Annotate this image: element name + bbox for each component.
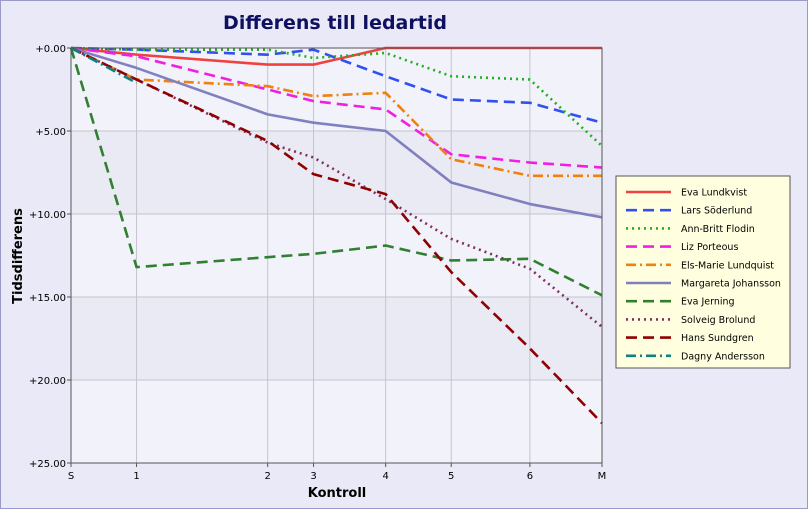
x-tick-label: 4 [382, 471, 388, 482]
series-line [70, 46, 603, 328]
x-tick-label: 6 [527, 471, 533, 482]
series-line [70, 46, 603, 169]
x-tick-label: 5 [448, 471, 454, 482]
legend-label: Hans Sundgren [681, 333, 754, 344]
plot-band [71, 297, 602, 380]
x-axis-title: Kontroll [308, 486, 367, 501]
legend-label: Eva Lundkvist [681, 188, 747, 199]
plot-band [71, 214, 602, 297]
series-line [70, 46, 603, 124]
series-line [70, 46, 603, 147]
x-tick-label: M [598, 471, 607, 482]
legend-label: Dagny Andersson [681, 351, 765, 362]
series-line [69, 47, 603, 297]
series-line [70, 46, 603, 425]
series-line [70, 46, 138, 85]
legend-label: Eva Jerning [681, 297, 735, 308]
y-axis-title: Tidsdifferens [11, 208, 26, 304]
legend: Eva Lundkvist Lars Söderlund Ann-Britt Flo… [615, 175, 791, 369]
plot-border [70, 47, 603, 464]
axes: +0.00 +5.00 +10.00 +15.00 +20.00 +25.00S 1 2 3 4 5… [29, 44, 606, 482]
series-line [70, 46, 603, 219]
y-tick-label: +20.00 [29, 376, 66, 387]
series-lines [69, 46, 603, 425]
y-tick-label: +15.00 [29, 293, 66, 304]
legend-label: Margareta Johansson [681, 279, 781, 290]
plot-band [71, 380, 602, 463]
legend-label: Solveig Brolund [681, 315, 755, 326]
series-line [70, 46, 602, 178]
y-tick-label: +25.00 [29, 459, 66, 470]
legend-box [615, 175, 791, 369]
x-tick-label: 1 [133, 471, 139, 482]
x-tick-label: S [68, 471, 74, 482]
legend-label: Lars Söderlund [681, 206, 752, 217]
y-tick-label: +0.00 [35, 44, 66, 55]
x-tick-label: 2 [264, 471, 270, 482]
chart-title: Differens till ledartid [223, 12, 447, 34]
legend-label: Els-Marie Lundquist [681, 260, 774, 271]
y-tick-label: +10.00 [29, 210, 66, 221]
x-tick-label: 3 [310, 471, 316, 482]
legend-label: Ann-Britt Flodin [681, 224, 755, 235]
legend-label: Liz Porteous [681, 242, 738, 253]
plot-background [71, 48, 602, 463]
y-tick-label: +5.00 [35, 127, 66, 138]
